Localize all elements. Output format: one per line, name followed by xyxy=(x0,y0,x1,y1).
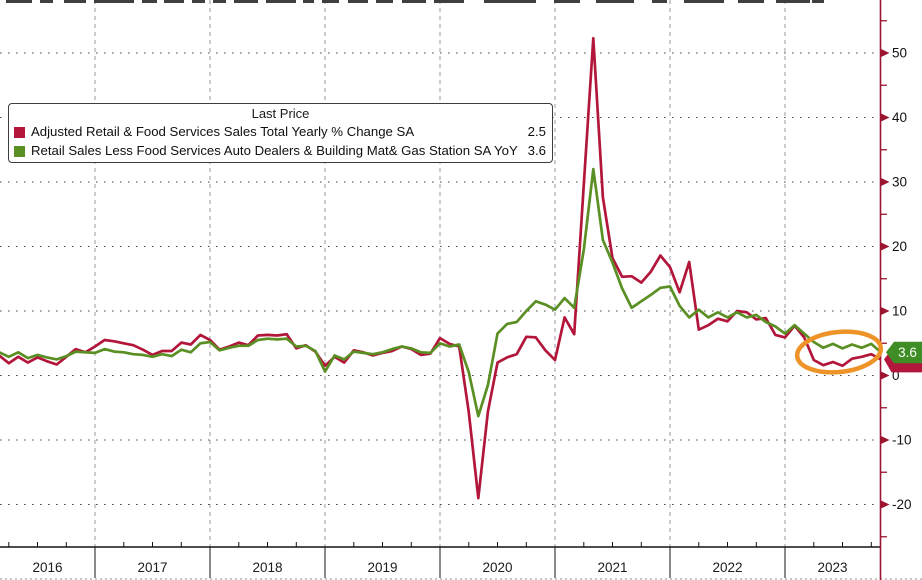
series-line-retail-less-food xyxy=(0,167,881,418)
cropped-text-fragment xyxy=(6,0,32,3)
y-axis-right: 50 40 30 20 10 0 -10 -20 xyxy=(879,0,912,580)
series-last-price: 3.6 xyxy=(527,143,546,158)
year-label: 2023 xyxy=(817,560,847,575)
year-label: 2017 xyxy=(137,560,167,575)
cropped-text-fragment xyxy=(812,0,824,3)
y-tick-label: -10 xyxy=(892,433,912,448)
last-price-badge-green: 3.6 xyxy=(886,341,922,364)
cropped-text-fragment xyxy=(234,0,258,3)
cropped-text-fragment xyxy=(303,0,314,3)
axis-arrow-tick-icon xyxy=(880,435,890,445)
grid-vertical xyxy=(94,0,786,547)
legend-row-retail-less-food: Retail Sales Less Food Services Auto Dea… xyxy=(14,143,547,159)
axis-arrow-tick-icon xyxy=(880,306,890,316)
axis-arrow-tick-icon xyxy=(880,113,890,122)
legend-box: Last Price Adjusted Retail & Food Servic… xyxy=(8,103,553,163)
y-tick-label: 50 xyxy=(892,46,907,61)
cropped-text-fragment xyxy=(266,0,296,3)
cropped-text-fragment xyxy=(596,0,634,3)
y-tick-label: 0 xyxy=(892,368,900,383)
axis-arrow-tick-icon xyxy=(880,48,890,58)
axis-arrow-tick-icon xyxy=(880,371,890,380)
cropped-text-fragment xyxy=(652,0,667,3)
series-label: Adjusted Retail & Food Services Sales To… xyxy=(31,124,415,139)
series-swatch-green-icon xyxy=(14,145,25,157)
cropped-text-fragment xyxy=(192,0,205,3)
cropped-text-fragment xyxy=(40,0,53,3)
year-label: 2021 xyxy=(597,560,627,575)
cropped-text-fragment xyxy=(213,0,226,3)
year-label: 2022 xyxy=(712,560,742,575)
axis-arrow-tick-icon xyxy=(880,500,890,509)
year-label: 2016 xyxy=(32,560,62,575)
cropped-text-fragment xyxy=(554,0,580,3)
legend-title: Last Price xyxy=(251,106,310,121)
year-label: 2018 xyxy=(252,560,282,575)
cropped-text-fragment xyxy=(348,0,368,3)
cropped-text-fragment xyxy=(94,0,134,3)
series-swatch-red-icon xyxy=(14,126,25,138)
series-label: Retail Sales Less Food Services Auto Dea… xyxy=(31,143,518,158)
y-tick-label: 40 xyxy=(892,110,907,125)
cropped-text-fragment xyxy=(434,0,464,3)
year-label: 2020 xyxy=(482,560,512,575)
cropped-text-fragment xyxy=(776,0,810,3)
y-tick-label: 10 xyxy=(892,304,907,319)
axis-arrow-tick-icon xyxy=(880,242,890,251)
cropped-text-fragment xyxy=(142,0,157,3)
cropped-text-fragment xyxy=(738,0,764,3)
year-label: 2019 xyxy=(367,560,397,575)
last-price-badge-value: 3.6 xyxy=(898,345,917,360)
y-tick-label: 20 xyxy=(892,239,907,254)
cropped-text-fragment xyxy=(402,0,426,3)
cropped-text-fragment xyxy=(376,0,393,3)
x-axis: 2016 2017 2018 2019 2020 2021 2022 2023 xyxy=(0,542,922,580)
y-tick-label: -20 xyxy=(892,497,912,512)
highlight-ellipse xyxy=(794,329,884,375)
cropped-text-fragment xyxy=(164,0,184,3)
y-tick-label: 30 xyxy=(892,175,907,190)
axis-arrow-tick-icon xyxy=(880,177,890,187)
series-last-price: 2.5 xyxy=(527,124,546,139)
cropped-text-fragment xyxy=(64,0,86,3)
legend-row-adjusted-retail: Adjusted Retail & Food Services Sales To… xyxy=(14,124,547,140)
cropped-text-fragment xyxy=(322,0,339,3)
cropped-text-fragment xyxy=(484,0,536,3)
cropped-text-fragment xyxy=(684,0,724,3)
